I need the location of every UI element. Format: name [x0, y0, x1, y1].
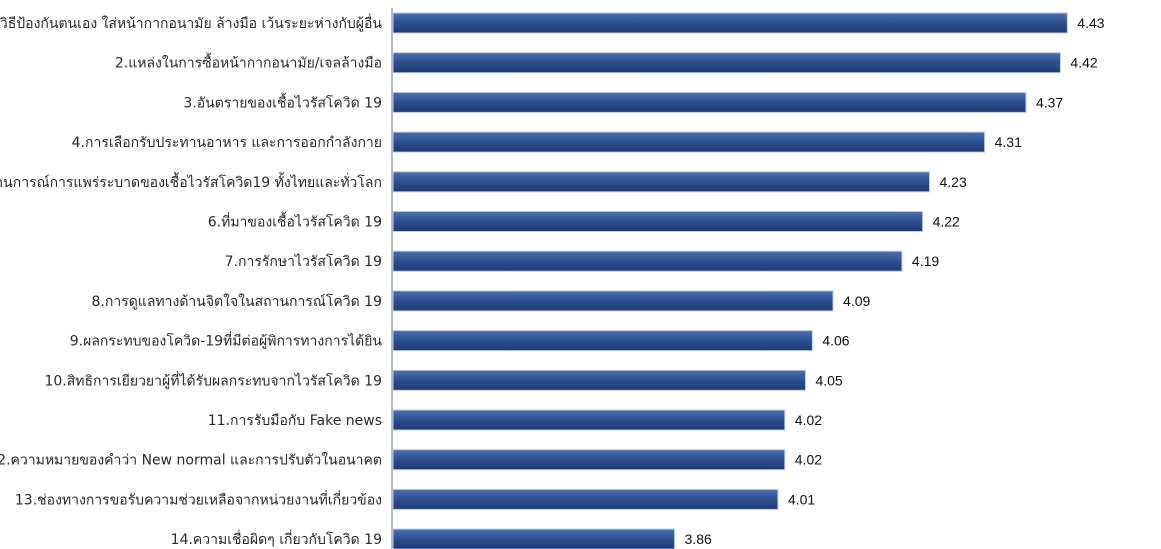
bar [392, 211, 924, 232]
category-label: 6.ที่มาของเชื้อไวรัสโควิด 19 [208, 212, 382, 231]
category-label: 12.ความหมายของคำว่า New normal และการปรั… [0, 452, 382, 469]
category-label: 7.การรักษาไวรัสโควิด 19 [225, 253, 382, 270]
value-label: 4.01 [788, 491, 815, 507]
bar [392, 330, 813, 352]
category-label: 10.สิทธิการเยียวยาผู้ที่ได้รับผลกระทบจาก… [44, 371, 382, 389]
category-label: 3.อันตรายของเชื้อไวรัสโควิด 19 [183, 92, 382, 111]
value-labels: 4.43 4.42 4.37 4.31 4.23 4.22 4.19 4.09 4.06 4.05… [685, 15, 1105, 547]
value-label: 4.37 [1036, 94, 1063, 110]
bar [392, 528, 676, 549]
category-label: 1.วิธีป้องกันตนเอง ใส่หน้ากากอนามัย ล้าง… [0, 14, 382, 32]
category-label: 4.การเลือกรับประทานอาหาร และการออกกำลังก… [72, 135, 382, 151]
bar [392, 369, 806, 391]
value-label: 4.09 [843, 293, 870, 309]
category-label: 14.ความเชื่อผิดๆ เกี่ยวกับโควิด 19 [171, 530, 382, 548]
value-label: 4.02 [795, 452, 822, 468]
value-label: 4.43 [1077, 15, 1104, 31]
bar [392, 171, 930, 193]
value-label: 3.86 [685, 531, 712, 547]
bar [392, 91, 1027, 113]
value-label: 4.42 [1070, 55, 1097, 71]
category-label: 5.สถานการณ์การแพร่ระบาดของเชื้อไวรัสโควิ… [0, 172, 382, 191]
category-label: 8.การดูแลทางด้านจิตใจในสถานการณ์โควิด 19 [92, 293, 383, 310]
value-label: 4.02 [795, 412, 822, 428]
value-label: 4.05 [815, 372, 842, 388]
bar [392, 409, 786, 431]
bar [392, 488, 779, 510]
category-label: 9.ผลกระทบของโควิด-19ที่มีต่อผู้พิการทางก… [70, 332, 383, 350]
value-label: 4.19 [912, 253, 939, 269]
value-label: 4.22 [933, 214, 960, 230]
bar [392, 290, 834, 312]
bar [392, 250, 903, 272]
bars [392, 12, 1068, 549]
value-label: 4.31 [995, 134, 1022, 150]
category-labels: 1.วิธีป้องกันตนเอง ใส่หน้ากากอนามัย ล้าง… [0, 14, 382, 548]
value-label: 4.23 [939, 174, 966, 190]
bar [392, 131, 986, 153]
bar [392, 449, 786, 471]
category-label: 13.ช่องทางการขอรับความช่วยเหลือจากหน่วยง… [15, 490, 382, 508]
category-label: 11.การรับมือกับ Fake news [208, 413, 382, 429]
category-label: 2.แหล่งในการซื้อหน้ากากอนามัย/เจลล้างมือ [115, 53, 382, 72]
bar [392, 52, 1061, 74]
bar [392, 12, 1068, 34]
value-label: 4.06 [822, 333, 849, 349]
